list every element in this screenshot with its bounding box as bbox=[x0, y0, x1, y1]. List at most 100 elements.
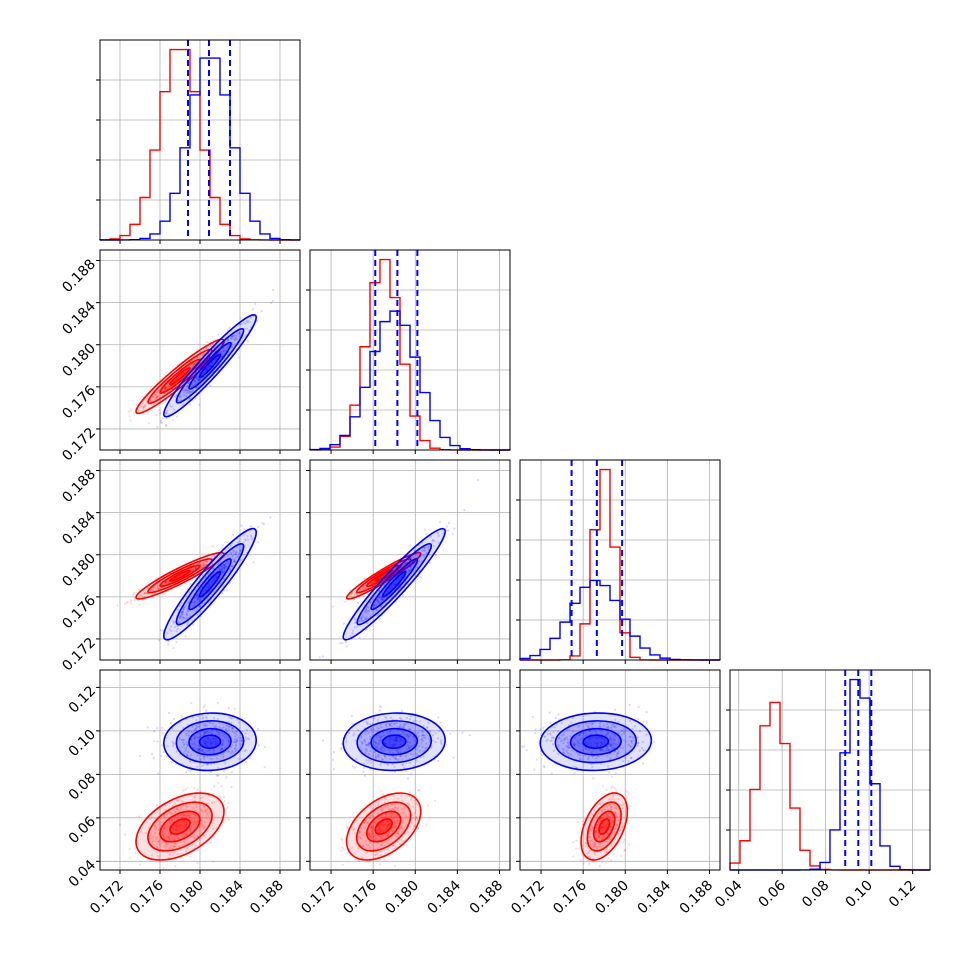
scatter-point bbox=[246, 340, 249, 343]
scatter-point bbox=[539, 728, 542, 731]
scatter-point bbox=[206, 341, 209, 344]
scatter-point bbox=[406, 843, 409, 847]
scatter-panel-2-1 bbox=[306, 459, 511, 664]
scatter-point bbox=[226, 801, 230, 805]
scatter-point bbox=[208, 365, 211, 368]
scatter-point bbox=[165, 387, 168, 390]
scatter-point bbox=[233, 338, 237, 341]
scatter-point bbox=[235, 331, 238, 334]
scatter-point bbox=[210, 345, 213, 348]
scatter-point bbox=[156, 727, 159, 730]
scatter-point bbox=[155, 390, 158, 393]
scatter-point bbox=[378, 709, 381, 712]
scatter-point bbox=[172, 717, 175, 721]
scatter-point bbox=[160, 421, 164, 425]
scatter-point bbox=[318, 656, 321, 659]
scatter-point bbox=[171, 418, 174, 421]
scatter-point bbox=[152, 757, 155, 760]
scatter-point bbox=[226, 806, 229, 809]
scatter-point bbox=[550, 772, 553, 775]
scatter-point bbox=[223, 342, 226, 345]
scatter-point bbox=[272, 288, 275, 292]
scatter-panel-3-0 bbox=[96, 669, 301, 874]
scatter-point bbox=[220, 785, 223, 788]
scatter-point bbox=[195, 386, 198, 390]
scatter-point bbox=[172, 646, 175, 650]
scatter-point bbox=[221, 544, 224, 547]
scatter-point bbox=[165, 411, 168, 414]
scatter-point bbox=[598, 865, 601, 868]
scatter-point bbox=[238, 332, 241, 335]
scatter-point bbox=[184, 388, 187, 392]
scatter-point bbox=[249, 525, 252, 528]
scatter-point bbox=[187, 382, 190, 385]
scatter-point bbox=[601, 861, 604, 864]
scatter-point bbox=[165, 412, 168, 415]
scatter-point bbox=[180, 395, 183, 398]
scatter-point bbox=[198, 403, 201, 406]
scatter-point bbox=[609, 859, 613, 862]
scatter-point bbox=[185, 771, 188, 774]
scatter-point bbox=[445, 529, 449, 532]
scatter-point bbox=[340, 747, 343, 750]
scatter-point bbox=[156, 396, 159, 399]
scatter-point bbox=[222, 795, 226, 799]
scatter-point bbox=[242, 320, 245, 324]
scatter-point bbox=[623, 838, 626, 842]
scatter-point bbox=[165, 417, 168, 420]
scatter-point bbox=[197, 377, 200, 380]
scatter-point bbox=[182, 789, 185, 792]
scatter-point bbox=[152, 403, 155, 406]
scatter-point bbox=[161, 744, 164, 747]
scatter-point bbox=[642, 762, 645, 765]
scatter-point bbox=[211, 860, 215, 863]
scatter-point bbox=[626, 794, 629, 798]
scatter-point bbox=[193, 362, 196, 365]
scatter-point bbox=[579, 859, 582, 862]
scatter-point bbox=[256, 319, 259, 323]
scatter-point bbox=[189, 770, 192, 773]
contour-level-series-1 bbox=[175, 327, 245, 404]
scatter-point bbox=[225, 776, 228, 779]
scatter-point bbox=[378, 618, 381, 621]
scatter-point bbox=[408, 791, 412, 794]
scatter-point bbox=[380, 789, 383, 792]
scatter-point bbox=[153, 730, 156, 733]
scatter-point bbox=[192, 388, 195, 391]
scatter-point bbox=[158, 409, 161, 412]
contour-level-series-0 bbox=[169, 367, 191, 386]
scatter-point bbox=[588, 862, 591, 865]
scatter-point bbox=[131, 593, 134, 596]
scatter-point bbox=[269, 516, 272, 519]
scatter-point bbox=[437, 716, 440, 719]
scatter-point bbox=[146, 726, 149, 729]
scatter-point bbox=[203, 564, 206, 567]
scatter-point bbox=[348, 588, 351, 592]
scatter-point bbox=[144, 404, 147, 407]
contour-level-series-1 bbox=[198, 353, 222, 379]
scatter-point bbox=[143, 405, 146, 408]
scatter-point bbox=[175, 415, 178, 418]
scatter-point bbox=[227, 818, 231, 821]
scatter-point bbox=[353, 766, 356, 769]
scatter-point bbox=[138, 755, 141, 758]
scatter-point bbox=[461, 731, 464, 734]
scatter-point bbox=[196, 377, 199, 381]
scatter-point bbox=[624, 848, 627, 851]
scatter-point bbox=[223, 817, 226, 821]
scatter-point bbox=[237, 356, 240, 359]
scatter-point bbox=[205, 367, 209, 370]
scatter-point bbox=[221, 350, 224, 353]
scatter-point bbox=[164, 388, 167, 391]
scatter-point bbox=[212, 545, 215, 548]
scatter-point bbox=[187, 399, 190, 402]
scatter-point bbox=[238, 332, 241, 335]
scatter-point bbox=[159, 421, 162, 424]
scatter-point bbox=[138, 588, 141, 591]
scatter-point bbox=[164, 385, 167, 389]
scatter-point bbox=[233, 334, 236, 337]
scatter-point bbox=[195, 376, 198, 379]
scatter-point bbox=[164, 387, 167, 390]
scatter-point bbox=[137, 408, 140, 412]
scatter-point bbox=[410, 772, 413, 775]
